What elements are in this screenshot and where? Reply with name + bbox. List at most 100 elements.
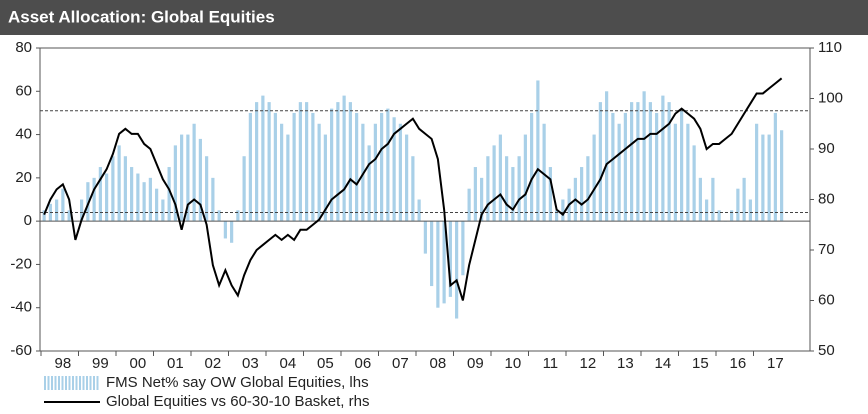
bar	[111, 156, 115, 222]
bar	[273, 112, 277, 222]
bar	[680, 108, 684, 222]
legend-swatch	[44, 376, 46, 390]
bar	[55, 199, 59, 222]
bar	[692, 145, 696, 222]
y2-tick-label: 60	[818, 291, 835, 308]
bar	[417, 199, 421, 222]
bar	[42, 210, 46, 222]
bar	[530, 112, 534, 222]
bar	[605, 91, 609, 222]
x-tick-label: 01	[167, 355, 184, 372]
bar	[161, 199, 165, 222]
x-tick-label: 16	[730, 355, 747, 372]
y-tick-label: 60	[15, 82, 32, 99]
x-tick-label: 03	[242, 355, 259, 372]
bar	[430, 221, 434, 287]
bar	[117, 145, 121, 222]
y2-tick-label: 70	[818, 241, 835, 258]
y-tick-label: 20	[15, 169, 32, 186]
bar	[236, 210, 240, 222]
bar	[242, 156, 246, 222]
bar	[523, 134, 527, 222]
bar	[717, 210, 721, 222]
bar	[773, 112, 777, 222]
x-tick-label: 02	[205, 355, 222, 372]
legend-label: FMS Net% say OW Global Equities, lhs	[106, 374, 369, 391]
x-tick-label: 11	[543, 355, 559, 372]
x-tick-label: 08	[430, 355, 447, 372]
legend-swatch	[75, 376, 78, 390]
x-tick-label: 13	[617, 355, 634, 372]
x-tick-label: 09	[467, 355, 484, 372]
bar	[542, 123, 546, 222]
bar	[336, 102, 340, 222]
bar	[367, 145, 371, 222]
bar	[442, 221, 446, 304]
bar	[561, 199, 565, 222]
bar	[198, 138, 202, 222]
bar	[205, 156, 209, 222]
bar	[286, 134, 290, 222]
legend-swatch	[96, 376, 99, 390]
bar	[217, 210, 221, 222]
bar	[473, 167, 477, 222]
bar	[348, 102, 352, 222]
bar	[86, 182, 90, 222]
bar	[80, 199, 84, 222]
legend-swatch	[54, 376, 57, 390]
x-tick-label: 06	[355, 355, 372, 372]
bar	[623, 112, 627, 222]
bar	[267, 102, 271, 222]
bar	[586, 156, 590, 222]
bar	[673, 123, 677, 222]
bar	[767, 134, 771, 222]
y-tick-label: 0	[24, 212, 32, 229]
bar	[98, 167, 102, 222]
x-tick-label: 15	[692, 355, 709, 372]
x-tick-label: 14	[655, 355, 672, 372]
bar	[92, 177, 96, 222]
bar	[67, 210, 71, 222]
legend-swatch	[61, 376, 64, 390]
bar	[755, 123, 759, 222]
bar	[255, 102, 259, 222]
bar	[698, 177, 702, 222]
header-bar	[0, 0, 868, 35]
bar	[667, 102, 671, 222]
bar	[411, 156, 415, 222]
bar	[230, 221, 234, 243]
bar	[173, 145, 177, 222]
y-tick-label: 80	[15, 39, 32, 56]
bar	[611, 112, 615, 222]
legend-swatch	[86, 376, 88, 390]
legend-swatch	[68, 376, 71, 390]
bar	[380, 112, 384, 222]
legend-swatch	[51, 376, 53, 390]
legend-swatch	[93, 376, 95, 390]
bar	[261, 95, 265, 222]
bar	[373, 123, 377, 222]
bar	[548, 167, 552, 222]
bar	[748, 199, 752, 222]
bar	[355, 112, 359, 222]
bar	[711, 177, 715, 222]
x-tick-label: 99	[92, 355, 109, 372]
bar	[392, 117, 396, 222]
y2-tick-label: 110	[818, 39, 842, 56]
y-tick-label: -20	[10, 255, 32, 272]
legend-swatch	[72, 376, 74, 390]
bar	[505, 156, 509, 222]
bar	[661, 95, 665, 222]
bar	[492, 145, 496, 222]
x-tick-label: 12	[580, 355, 597, 372]
legend-swatch	[47, 376, 50, 390]
bar	[211, 177, 215, 222]
legend-swatch	[65, 376, 67, 390]
bar	[705, 199, 709, 222]
bar	[642, 91, 646, 222]
legend-swatch	[82, 376, 85, 390]
x-tick-label: 10	[505, 355, 522, 372]
bar	[436, 221, 440, 308]
bar	[580, 167, 584, 222]
